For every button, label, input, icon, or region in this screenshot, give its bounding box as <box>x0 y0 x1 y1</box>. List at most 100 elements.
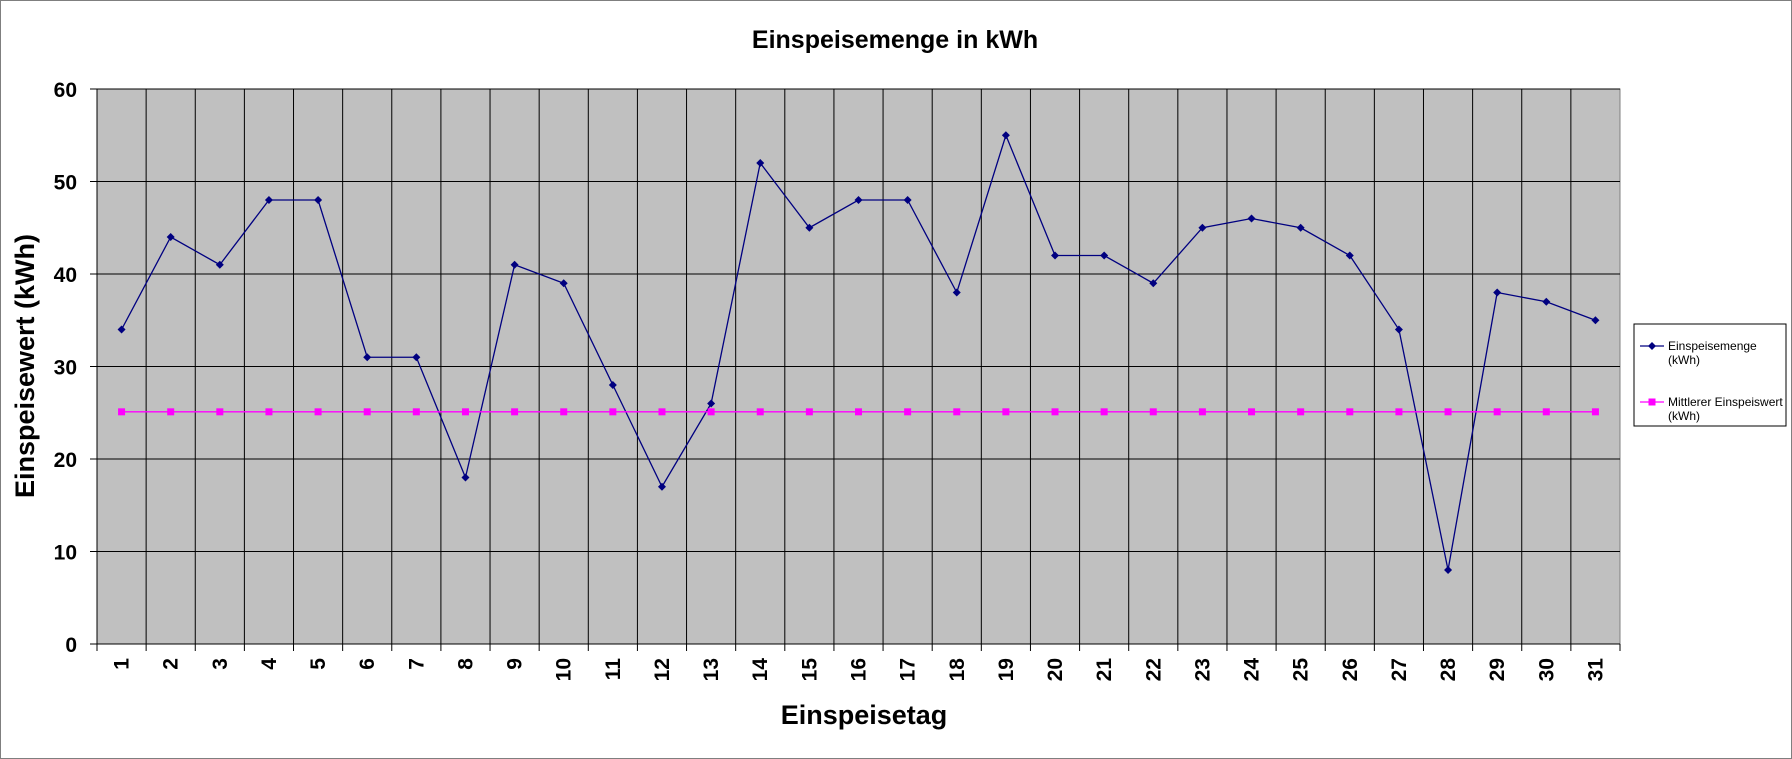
data-point <box>1001 131 1010 140</box>
data-point <box>904 408 912 416</box>
data-point <box>167 408 175 416</box>
data-point <box>903 196 912 204</box>
data-point <box>1296 223 1305 232</box>
data-point <box>805 223 814 232</box>
data-point <box>1542 297 1551 306</box>
data-point <box>609 408 617 416</box>
data-point <box>1444 566 1453 574</box>
data-point <box>854 196 863 204</box>
data-point <box>756 159 765 167</box>
x-tick-label: 26 <box>1339 658 1362 681</box>
data-point <box>1542 408 1550 416</box>
y-tick-label: 20 <box>54 449 77 472</box>
y-tick-label: 60 <box>54 79 77 102</box>
data-point <box>1591 408 1599 416</box>
data-point <box>1345 251 1354 260</box>
x-tick-label: 2 <box>160 658 183 670</box>
x-tick-label: 7 <box>405 658 428 670</box>
y-tick-label: 30 <box>54 357 77 380</box>
legend-marker <box>1648 398 1656 406</box>
data-point <box>216 408 224 416</box>
x-tick-label: 18 <box>946 658 969 682</box>
x-axis-title: Einspeisetag <box>781 700 948 730</box>
y-tick-label: 0 <box>65 634 77 657</box>
x-tick-label: 31 <box>1584 658 1607 682</box>
data-point <box>1100 408 1108 416</box>
data-point <box>1591 316 1600 325</box>
data-point <box>1198 408 1206 416</box>
data-point <box>657 482 666 491</box>
y-tick-label: 10 <box>54 542 77 565</box>
x-tick-label: 19 <box>995 658 1018 681</box>
x-tick-label: 1 <box>111 658 134 670</box>
x-tick-label: 25 <box>1290 658 1313 682</box>
data-point <box>1248 408 1256 416</box>
x-tick-label: 13 <box>700 658 723 681</box>
data-point <box>264 196 273 204</box>
data-point <box>1394 325 1403 334</box>
legend-box <box>1633 323 1787 427</box>
data-point <box>166 233 175 241</box>
x-tick-label: 10 <box>553 658 576 681</box>
x-tick-label: 21 <box>1093 658 1116 682</box>
data-point <box>658 408 666 416</box>
x-tick-label: 28 <box>1437 658 1460 682</box>
legend-marker <box>1648 342 1656 350</box>
data-point <box>265 408 273 416</box>
data-point <box>1149 279 1158 288</box>
x-tick-label: 22 <box>1142 658 1165 681</box>
y-tick-label: 50 <box>54 172 77 195</box>
x-tick-label: 24 <box>1241 658 1264 682</box>
legend-label: Einspeisemenge <box>1668 339 1757 353</box>
data-point <box>1002 408 1010 416</box>
data-point <box>1395 408 1403 416</box>
y-tick-label: 40 <box>54 264 77 287</box>
data-point <box>314 196 323 204</box>
data-point <box>560 408 568 416</box>
data-point <box>707 399 716 408</box>
data-point <box>1100 251 1109 260</box>
x-tick-label: 16 <box>848 658 871 681</box>
data-point <box>412 353 421 362</box>
data-point <box>363 408 371 416</box>
x-tick-label: 23 <box>1191 658 1214 681</box>
gridlines <box>97 88 1620 644</box>
legend: Einspeisemenge(kWh)Mittlerer Einspeiswer… <box>1633 323 1787 427</box>
chart-title: Einspeisemenge in kWh <box>752 26 1038 54</box>
data-point <box>461 408 469 416</box>
data-point <box>855 408 862 416</box>
x-tick-label: 9 <box>504 658 527 670</box>
legend-label: (kWh) <box>1668 353 1700 367</box>
data-point <box>1444 408 1452 416</box>
x-tick-label: 6 <box>356 658 379 670</box>
x-tick-label: 5 <box>307 658 330 670</box>
data-point <box>805 408 813 416</box>
x-tick-label: 11 <box>602 658 625 681</box>
data-point <box>1198 223 1207 232</box>
data-point <box>1297 408 1305 416</box>
legend-label: Mittlerer Einspeiswert <box>1668 395 1783 409</box>
data-point <box>511 408 519 416</box>
x-tick-label: 30 <box>1535 658 1558 681</box>
data-point <box>215 260 224 269</box>
data-point <box>608 381 617 389</box>
data-point <box>363 353 372 362</box>
series-layer <box>117 131 1600 574</box>
data-point <box>559 279 568 288</box>
data-point <box>1149 408 1157 416</box>
x-tick-label: 14 <box>749 658 772 682</box>
data-point <box>1247 214 1256 223</box>
data-point <box>510 260 519 269</box>
data-point <box>118 408 126 416</box>
x-tick-label: 12 <box>651 658 674 681</box>
data-point <box>461 473 470 482</box>
x-tick-label: 8 <box>454 658 477 670</box>
data-point <box>1051 408 1059 416</box>
legend-label: (kWh) <box>1668 409 1700 423</box>
data-point <box>953 408 961 416</box>
x-tick-label: 4 <box>258 658 281 670</box>
x-tick-label: 29 <box>1486 658 1509 681</box>
data-point <box>117 325 126 334</box>
